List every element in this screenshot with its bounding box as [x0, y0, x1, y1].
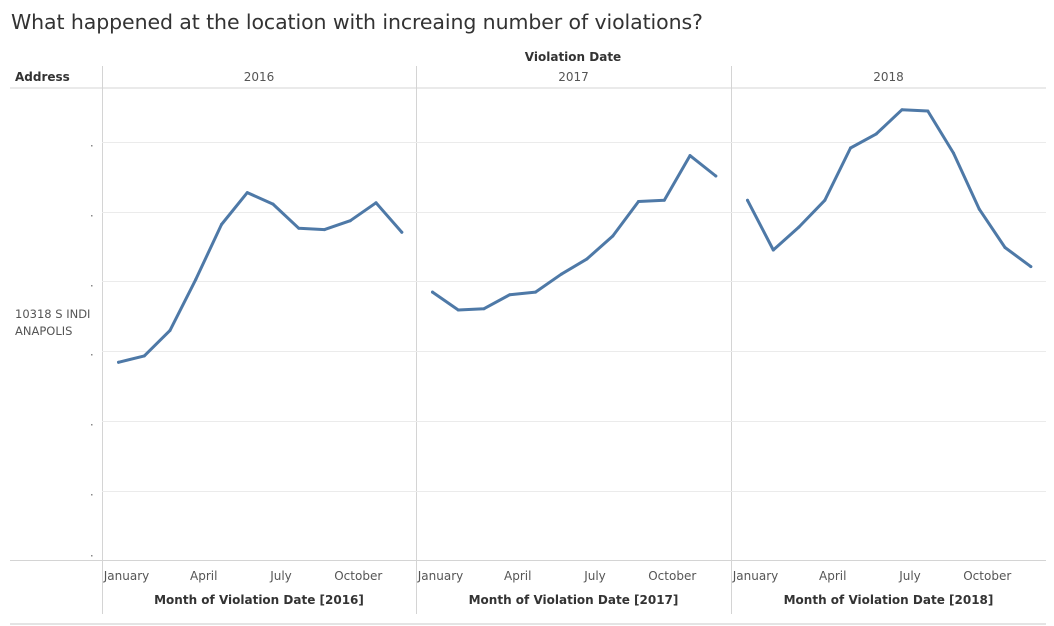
data-point-2016-8 — [297, 226, 301, 230]
data-point-2018-3 — [797, 225, 801, 229]
data-point-2016-5 — [220, 223, 223, 226]
year-header-2016: 2016 — [244, 70, 275, 84]
tick-label-2017-october: October — [648, 569, 696, 583]
data-point-2018-2 — [771, 248, 775, 252]
row-label-line-2: ANAPOLIS — [15, 324, 72, 338]
divider-lines — [10, 66, 1046, 625]
data-point-2017-6 — [559, 272, 563, 276]
data-point-2018-1 — [746, 198, 749, 202]
data-point-2017-2 — [456, 308, 460, 312]
data-point-2016-6 — [245, 191, 249, 195]
data-point-2018-6 — [874, 132, 878, 136]
data-point-2016-1 — [117, 360, 120, 364]
tick-label-2018-january: January — [732, 569, 779, 583]
panel-2016: 2016 January April July October Month of Viol… — [103, 70, 404, 607]
data-point-2017-12 — [714, 174, 718, 178]
y-axis-tick-4 — [91, 354, 93, 356]
x-axis-title-2016: Month of Violation Date [2016] — [154, 593, 364, 607]
data-point-2016-2 — [142, 354, 146, 358]
tick-label-2016-october: October — [334, 569, 382, 583]
series-line-2017 — [431, 154, 718, 312]
chart-title: What happened at the location with incre… — [11, 10, 703, 34]
tick-label-2017-january: January — [417, 569, 464, 583]
x-axis-title-2017: Month of Violation Date [2017] — [469, 593, 679, 607]
row-header: Address — [15, 70, 70, 84]
tick-label-2018-october: October — [963, 569, 1011, 583]
data-point-2016-10 — [348, 219, 352, 223]
tick-label-2018-april: April — [819, 569, 846, 583]
series-line-2018 — [746, 108, 1033, 269]
data-point-2016-12 — [400, 230, 404, 234]
data-point-2016-11 — [374, 201, 378, 205]
y-axis-tick-6 — [91, 494, 93, 496]
year-header-2017: 2017 — [558, 70, 589, 84]
data-point-2017-10 — [662, 198, 666, 202]
data-point-2016-7 — [271, 202, 275, 206]
tick-label-2017-july: July — [583, 569, 606, 583]
data-point-2018-4 — [823, 198, 827, 202]
y-axis-tick-3 — [91, 285, 93, 287]
tick-label-2016-january: January — [103, 569, 150, 583]
data-point-2017-5 — [534, 290, 537, 294]
y-axis-tick-5 — [91, 424, 93, 426]
data-point-2018-8 — [926, 109, 930, 113]
y-axis-tick-1 — [91, 145, 93, 147]
panels: 2016 January April July October Month of Viol… — [103, 70, 1033, 607]
gridlines — [91, 142, 1046, 557]
data-point-2018-7 — [900, 108, 904, 112]
data-point-2017-1 — [431, 290, 434, 294]
tick-label-2017-april: April — [504, 569, 531, 583]
y-axis-tick-2 — [91, 215, 93, 217]
tick-label-2018-july: July — [898, 569, 921, 583]
data-point-2016-9 — [323, 228, 326, 232]
data-point-2018-5 — [849, 146, 852, 150]
series-line-2016 — [117, 191, 404, 364]
data-point-2017-7 — [585, 257, 589, 261]
column-header: Violation Date — [525, 50, 621, 64]
data-point-2017-11 — [688, 154, 692, 158]
data-point-2018-12 — [1029, 265, 1033, 269]
row-label-line-1: 10318 S INDI — [15, 307, 90, 321]
data-point-2017-4 — [508, 293, 512, 297]
tick-label-2016-april: April — [190, 569, 217, 583]
data-point-2016-4 — [194, 277, 198, 281]
data-point-2018-10 — [977, 207, 981, 211]
data-point-2016-3 — [168, 328, 172, 332]
data-point-2018-9 — [952, 151, 955, 155]
panel-2017: 2017 January April July October Month of Viol… — [417, 70, 718, 607]
x-axis-title-2018: Month of Violation Date [2018] — [784, 593, 994, 607]
data-point-2017-3 — [482, 307, 486, 311]
y-axis-tick-7 — [91, 555, 93, 557]
panel-2018: 2018 January April July October Month of Viol… — [732, 70, 1033, 607]
year-header-2018: 2018 — [873, 70, 904, 84]
tick-label-2016-july: July — [269, 569, 292, 583]
data-point-2018-11 — [1003, 246, 1007, 249]
data-point-2017-9 — [637, 200, 640, 203]
data-point-2017-8 — [611, 234, 615, 238]
